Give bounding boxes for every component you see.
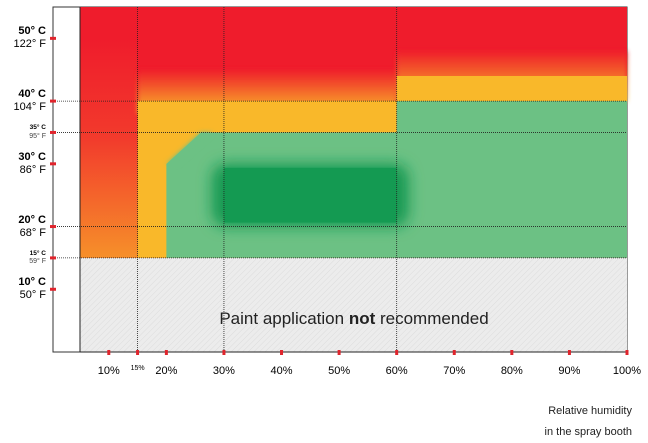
y-tick-label-c-50: 50° C xyxy=(18,25,46,38)
y-tick-marker-50 xyxy=(50,36,56,40)
x-tick-marker-15 xyxy=(136,350,140,355)
y-tick-label-c-15: 15° C xyxy=(29,249,46,257)
x-tick-marker-30 xyxy=(222,350,226,355)
note-text-bold: not xyxy=(348,309,376,328)
y-tick-label-c-30: 30° C xyxy=(18,150,46,163)
x-tick-label-10: 10% xyxy=(97,365,120,377)
x-tick-marker-80 xyxy=(510,350,514,355)
y-tick-label-15: 15° C 59° F xyxy=(0,249,46,266)
y-tick-label-f-20: 68° F xyxy=(19,226,46,239)
x-tick-label-40: 40% xyxy=(270,365,293,377)
y-tick-label-f-50: 122° F xyxy=(13,38,46,51)
y-tick-label-c-10: 10° C xyxy=(18,276,46,289)
x-tick-marker-60 xyxy=(395,350,399,355)
x-tick-label-50: 50% xyxy=(328,365,351,377)
y-tick-marker-15 xyxy=(50,256,56,260)
y-tick-label-f-30: 86° F xyxy=(19,163,46,176)
x-axis-title-line2: in the spray booth xyxy=(544,426,632,438)
x-tick-marker-90 xyxy=(567,350,571,355)
x-tick-marker-40 xyxy=(280,350,284,355)
y-tick-label-f-15: 59° F xyxy=(29,258,46,266)
zone-poor-gradient xyxy=(80,38,138,258)
y-tick-label-20: 20° C 68° F xyxy=(0,213,46,239)
y-tick-marker-40 xyxy=(50,99,56,103)
x-tick-marker-70 xyxy=(452,350,456,355)
y-tick-marker-30 xyxy=(50,162,56,166)
axes xyxy=(79,7,627,353)
x-tick-marker-50 xyxy=(337,350,341,355)
y-tick-label-f-35: 95° F xyxy=(29,132,46,140)
x-tick-label-60: 60% xyxy=(385,365,408,377)
x-tick-label-15: 15% xyxy=(130,365,145,372)
x-tick-label-30: 30% xyxy=(212,365,235,377)
y-tick-label-50: 50° C 122° F xyxy=(0,26,46,50)
x-tick-label-100: 100% xyxy=(612,365,642,377)
y-tick-label-f-10: 50° F xyxy=(19,289,46,302)
x-tick-label-80: 80% xyxy=(500,365,523,377)
y-tick-marker-10 xyxy=(50,287,56,291)
x-tick-label-20: 20% xyxy=(155,365,178,377)
not-recommended-note: Paint application not recommended xyxy=(80,309,628,329)
gridlines xyxy=(53,7,627,352)
x-tick-label-90: 90% xyxy=(558,365,581,377)
note-text-before: Paint application xyxy=(219,309,349,328)
not-recommended-region xyxy=(80,257,627,352)
y-tick-label-f-40: 104° F xyxy=(13,101,46,114)
x-tick-marker-10 xyxy=(107,350,111,355)
zones-layer xyxy=(52,6,628,353)
x-tick-marker-100 xyxy=(625,350,629,355)
note-text-after: recommended xyxy=(375,309,489,328)
y-tick-label-c-40: 40° C xyxy=(18,88,46,101)
y-tick-label-10: 10° C 50° F xyxy=(0,277,46,301)
x-axis-title-line1: Relative humidity xyxy=(548,405,632,417)
y-tick-label-30: 30° C 86° F xyxy=(0,150,46,176)
zone-good-edge xyxy=(166,132,213,164)
y-tick-marker-20 xyxy=(50,225,56,229)
x-tick-marker-20 xyxy=(164,350,168,355)
y-tick-marker-35 xyxy=(50,130,56,134)
tick-markers xyxy=(50,36,629,355)
y-tick-label-35: 35° C 95° F xyxy=(0,125,46,140)
y-tick-label-c-35: 35° C xyxy=(29,124,46,132)
x-tick-label-70: 70% xyxy=(443,365,466,377)
zone-optimal xyxy=(223,167,397,223)
y-tick-label-c-20: 20° C xyxy=(18,213,46,226)
y-tick-label-40: 40° C 104° F xyxy=(0,89,46,113)
